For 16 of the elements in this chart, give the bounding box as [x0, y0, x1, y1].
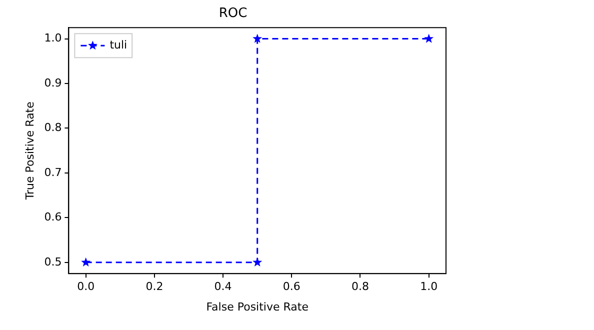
y-axis-title: True Positive Rate: [23, 101, 36, 201]
x-axis-title: False Positive Rate: [206, 300, 309, 314]
x-tick-label: 0.2: [146, 280, 164, 294]
x-tick-label: 0.0: [77, 280, 95, 294]
y-tick-label: 0.8: [44, 121, 62, 134]
legend-label: tuli: [110, 38, 128, 52]
y-tick-label: 0.7: [44, 166, 62, 179]
y-tick-label: 0.5: [44, 255, 62, 268]
chart-title: ROC: [218, 6, 248, 22]
y-tick-label: 0.9: [44, 76, 62, 90]
y-tick-label: 0.6: [44, 210, 62, 224]
x-tick-label: 0.8: [352, 280, 369, 294]
x-tick-label: 0.4: [214, 280, 232, 294]
x-tick-label: 0.6: [282, 280, 300, 294]
y-tick-label: 1.0: [44, 32, 62, 45]
x-tick-label: 1.0: [420, 280, 438, 294]
